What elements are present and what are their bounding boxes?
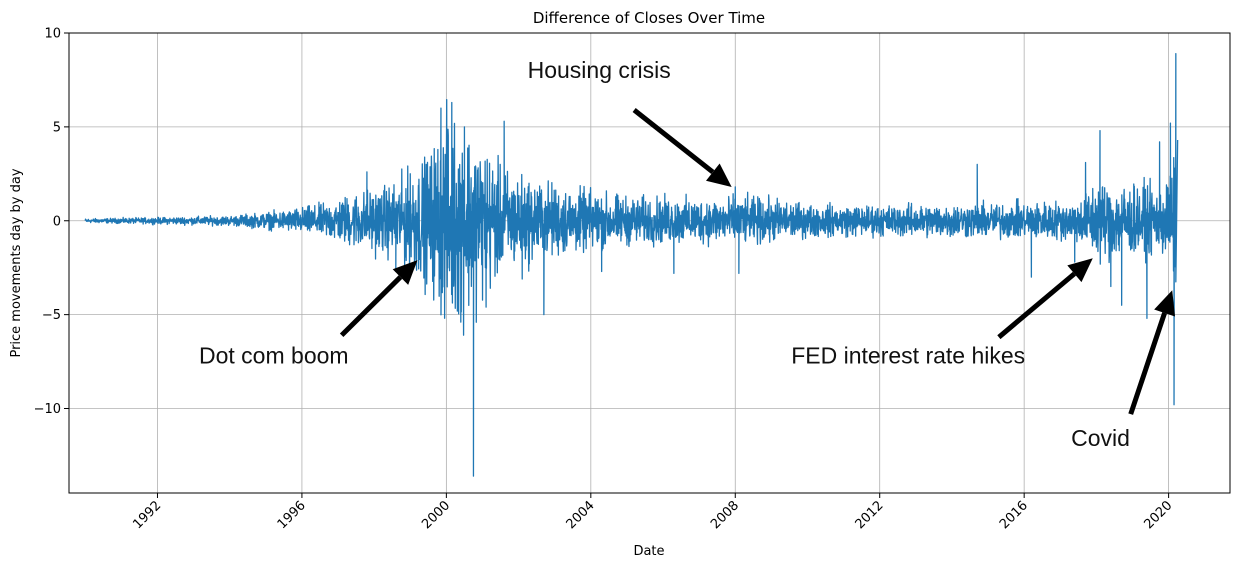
x-axis: 1992 1996 2000 2004 2008 2012 2016 2020 — [130, 493, 1175, 532]
plot-frame — [68, 32, 1231, 494]
y-tick-label: 0 — [53, 214, 61, 229]
y-tick-label: −5 — [42, 308, 61, 323]
annotation-arrow-head — [392, 260, 418, 285]
annotation-arrow-head — [706, 163, 732, 187]
y-tick-label: −10 — [34, 402, 61, 417]
y-axis: −10 −5 0 5 10 — [34, 27, 69, 417]
x-tick-label: 2016 — [997, 498, 1031, 532]
grid-lines — [69, 32, 1230, 493]
annotation-text: Housing crisis — [528, 57, 671, 83]
annotation-arrow-shaft — [339, 275, 403, 338]
y-tick-label: 5 — [53, 120, 61, 135]
x-tick-label: 2004 — [564, 498, 598, 532]
annotation-text: Covid — [1071, 425, 1130, 451]
x-tick-label: 1992 — [130, 498, 164, 532]
series-line — [84, 53, 1179, 477]
annotation-text: FED interest rate hikes — [791, 342, 1025, 368]
series-group — [84, 53, 1179, 477]
x-tick-label: 1996 — [275, 498, 309, 532]
x-tick-label: 2020 — [1141, 498, 1175, 532]
x-tick-label: 2008 — [708, 498, 742, 532]
x-tick-label: 2000 — [419, 498, 453, 532]
annotation-arrow-head — [1067, 258, 1093, 283]
annotation-arrow-shaft — [997, 271, 1077, 340]
annotation-arrow-shaft — [1128, 312, 1167, 415]
y-axis-title: Price movements day by day — [9, 168, 24, 357]
annotation-arrow-shaft — [632, 108, 715, 175]
annotation-arrow-head — [1154, 290, 1176, 317]
x-axis-title: Date — [633, 544, 664, 559]
annotation-text: Dot com boom — [199, 342, 349, 368]
annotations: Dot com boom Housing crisis FED interest r… — [199, 57, 1176, 451]
x-tick-label: 2012 — [853, 498, 887, 532]
y-tick-label: 10 — [44, 27, 61, 42]
chart-title: Difference of Closes Over Time — [533, 9, 765, 27]
